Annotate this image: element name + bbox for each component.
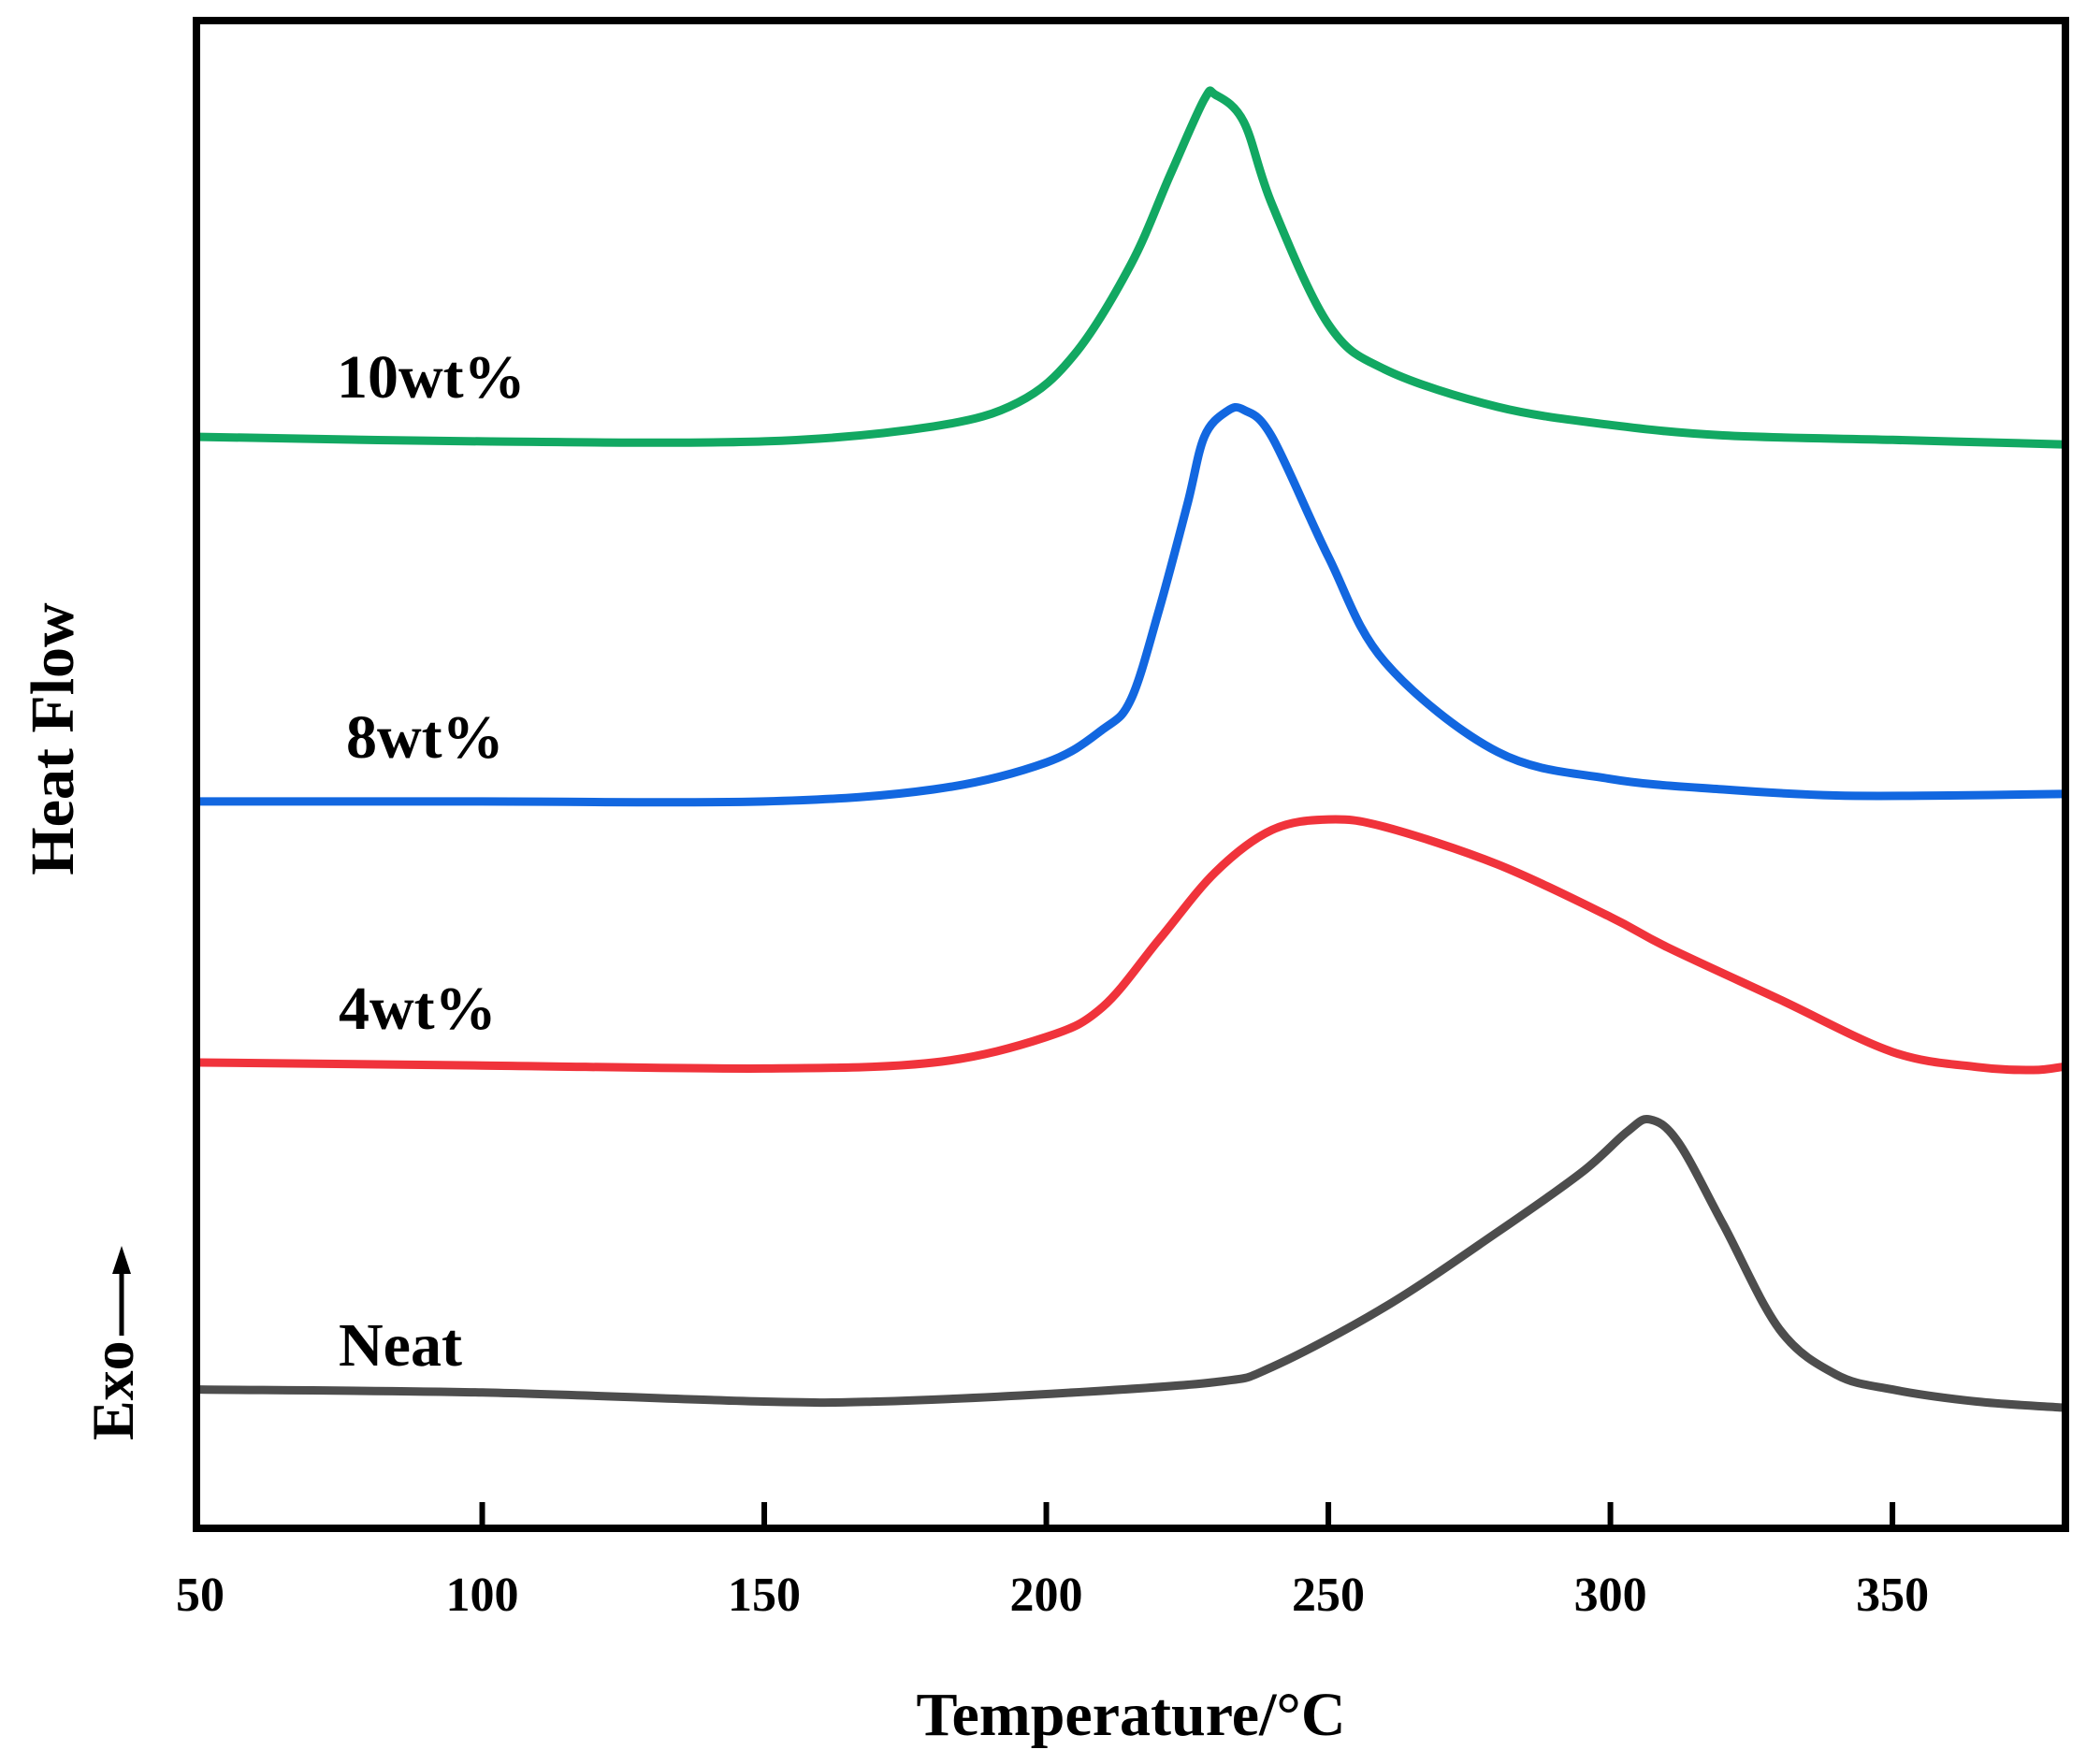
x-tick-label: 100 [446, 1569, 519, 1622]
series-label-8wt: 8wt% [346, 703, 504, 772]
x-tick-label: 350 [1856, 1569, 1929, 1622]
x-tick-label: 50 [176, 1569, 225, 1622]
series-line-neat [196, 1115, 2066, 1412]
series-line-8wt [196, 402, 2066, 807]
exo-indicator: Exo [80, 1246, 146, 1440]
plot-frame [193, 17, 2069, 1532]
exo-arrow-icon [112, 1246, 131, 1274]
x-tick-label: 200 [1010, 1569, 1083, 1622]
x-axis-title: Temperature/°C [916, 1681, 1345, 1749]
x-tick-label: 300 [1574, 1569, 1647, 1622]
series-label-10wt: 10wt% [337, 343, 526, 412]
series-layer [196, 86, 2066, 1412]
exo-label: Exo [80, 1340, 146, 1440]
series-labels: Neat 4wt% 8wt% 10wt% [337, 343, 526, 1380]
series-label-neat: Neat [339, 1311, 462, 1380]
series-label-4wt: 4wt% [339, 975, 497, 1043]
x-tick-label: 250 [1292, 1569, 1365, 1622]
x-tick-label: 150 [728, 1569, 801, 1622]
y-axis-title: Heat Flow [19, 602, 87, 875]
x-axis-ticks: 50 100 150 200 250 300 350 [176, 1502, 1929, 1622]
series-line-10wt [196, 86, 2066, 449]
series-line-4wt [196, 815, 2066, 1075]
